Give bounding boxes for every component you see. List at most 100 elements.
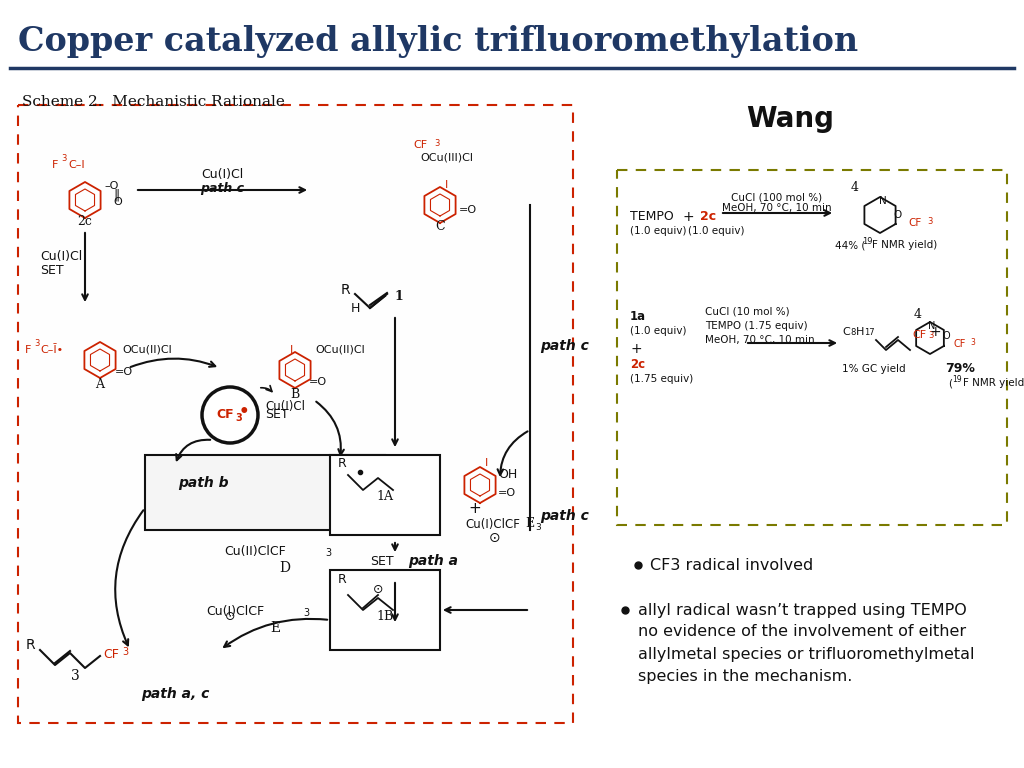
Text: species in the mechanism.: species in the mechanism. — [638, 668, 852, 684]
Text: A: A — [95, 378, 104, 391]
Text: 3: 3 — [122, 647, 128, 657]
Text: Cu(I)ClCF: Cu(I)ClCF — [206, 605, 264, 618]
Text: F: F — [25, 345, 31, 355]
Text: MeOH, 70 °C, 10 min: MeOH, 70 °C, 10 min — [705, 335, 815, 345]
Text: 8: 8 — [850, 328, 855, 337]
Text: (1.0 equiv): (1.0 equiv) — [630, 226, 686, 236]
Text: CF: CF — [413, 140, 427, 150]
Text: +: + — [469, 501, 481, 516]
Text: N: N — [929, 321, 936, 331]
Text: Copper catalyzed allylic trifluoromethylation: Copper catalyzed allylic trifluoromethyl… — [18, 25, 858, 58]
Bar — [330, 570, 440, 650]
Text: C–Ī•: C–Ī• — [40, 345, 63, 355]
Text: N: N — [880, 196, 887, 206]
Text: 3: 3 — [71, 669, 80, 683]
Text: 2c: 2c — [78, 215, 92, 228]
Bar — [145, 455, 385, 530]
Text: CuCl (10 mol %): CuCl (10 mol %) — [705, 307, 790, 317]
Text: 2c: 2c — [630, 358, 645, 371]
Text: allylmetal species or trifluoromethylmetal: allylmetal species or trifluoromethylmet… — [638, 647, 975, 661]
Text: +: + — [929, 325, 941, 339]
Text: O: O — [894, 210, 902, 220]
Text: (1.0 equiv): (1.0 equiv) — [688, 226, 744, 236]
Text: C: C — [842, 327, 850, 337]
Text: OCu(III)Cl: OCu(III)Cl — [420, 152, 473, 162]
Text: CF: CF — [908, 218, 922, 228]
Text: +: + — [630, 342, 642, 356]
Text: =O: =O — [459, 205, 477, 215]
Text: OCu(II)Cl: OCu(II)Cl — [315, 344, 365, 354]
Text: TEMPO (1.75 equiv): TEMPO (1.75 equiv) — [705, 321, 808, 331]
Text: Cu(I)Cl: Cu(I)Cl — [265, 400, 305, 413]
Text: CF: CF — [103, 647, 119, 660]
Text: ⊙: ⊙ — [489, 531, 501, 545]
Text: F NMR yield): F NMR yield) — [963, 378, 1024, 388]
Text: path a, c: path a, c — [141, 687, 209, 701]
Text: 4: 4 — [914, 308, 922, 321]
Text: path c: path c — [540, 509, 589, 523]
Text: (1.75 equiv): (1.75 equiv) — [630, 374, 693, 384]
Text: SET: SET — [370, 555, 393, 568]
Text: R: R — [338, 573, 347, 586]
Text: 3: 3 — [236, 413, 243, 423]
Text: C: C — [435, 220, 444, 233]
Text: E: E — [525, 517, 535, 530]
Text: 1a: 1a — [630, 310, 646, 323]
Text: (1.0 equiv): (1.0 equiv) — [630, 326, 686, 336]
Text: ⊙: ⊙ — [225, 610, 236, 623]
Text: I: I — [485, 458, 488, 468]
Text: CF3 radical involved: CF3 radical involved — [650, 558, 813, 572]
Text: 44% (: 44% ( — [835, 240, 865, 250]
Text: 1% GC yield: 1% GC yield — [842, 364, 905, 374]
Text: path a: path a — [408, 554, 458, 568]
Text: no evidence of the involvement of either: no evidence of the involvement of either — [638, 624, 966, 640]
Text: 19: 19 — [952, 375, 962, 384]
Text: TEMPO: TEMPO — [630, 210, 674, 223]
Text: ⊙: ⊙ — [373, 583, 383, 596]
Bar — [330, 455, 440, 535]
Text: H: H — [350, 302, 359, 315]
Text: 79%: 79% — [945, 362, 975, 375]
Text: CF: CF — [912, 330, 926, 340]
Text: =O: =O — [309, 377, 327, 387]
Text: 17: 17 — [864, 328, 874, 337]
Text: Scheme 2.  Mechanistic Rationale: Scheme 2. Mechanistic Rationale — [22, 95, 285, 109]
Text: 4: 4 — [851, 181, 859, 194]
Text: 3: 3 — [303, 608, 309, 618]
Text: path b: path b — [178, 476, 228, 490]
Text: OCu(II)Cl: OCu(II)Cl — [122, 345, 172, 355]
Text: (: ( — [948, 378, 952, 388]
Circle shape — [202, 387, 258, 443]
Text: D: D — [280, 561, 291, 575]
Text: 3: 3 — [535, 523, 541, 532]
Text: 3: 3 — [325, 548, 331, 558]
Text: SET: SET — [40, 264, 63, 277]
Text: Cu(I)Cl: Cu(I)Cl — [40, 250, 82, 263]
Text: 3: 3 — [61, 154, 67, 163]
Text: Cu(I)ClCF: Cu(I)ClCF — [465, 518, 520, 531]
Text: 3: 3 — [928, 331, 933, 340]
Text: R: R — [340, 283, 350, 297]
Text: B: B — [291, 388, 300, 401]
Text: CF: CF — [216, 409, 233, 422]
Text: F: F — [52, 160, 58, 170]
Text: SET: SET — [265, 409, 289, 422]
Text: 3: 3 — [34, 339, 39, 348]
Text: +: + — [682, 210, 694, 224]
Text: •: • — [239, 403, 249, 421]
Text: MeOH, 70 °C, 10 min: MeOH, 70 °C, 10 min — [722, 203, 831, 213]
Text: Cu(I)Cl: Cu(I)Cl — [201, 168, 243, 181]
Text: 3: 3 — [970, 338, 975, 347]
Text: R: R — [338, 457, 347, 470]
Bar — [617, 170, 1007, 525]
Text: 1: 1 — [395, 290, 403, 303]
Text: E: E — [270, 621, 280, 635]
Text: I: I — [290, 345, 293, 355]
Text: CF: CF — [954, 339, 967, 349]
Text: 1A: 1A — [377, 490, 393, 503]
Text: F NMR yield): F NMR yield) — [872, 240, 937, 250]
Text: OH: OH — [498, 468, 517, 482]
Text: I: I — [445, 180, 449, 190]
Text: –O: –O — [104, 181, 119, 191]
Text: 3: 3 — [434, 139, 439, 148]
